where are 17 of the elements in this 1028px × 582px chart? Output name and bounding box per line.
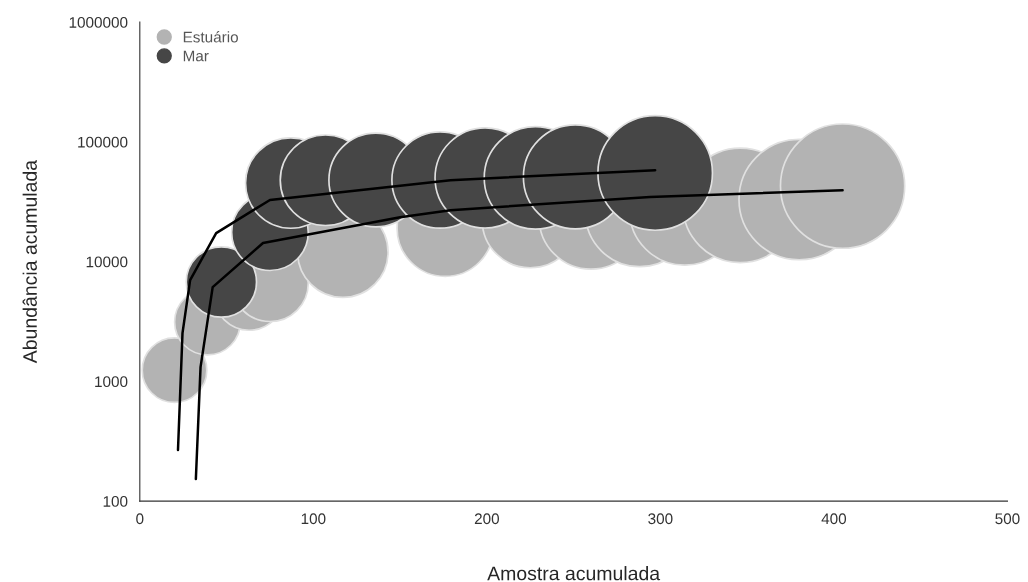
y-tick-label: 1000: [95, 376, 128, 388]
x-tick-label: 300: [648, 513, 673, 525]
legend-label: Mar: [183, 50, 209, 62]
y-tick-label: 100000: [78, 136, 128, 148]
line-series: [176, 168, 657, 452]
x-tick-label: 200: [474, 513, 500, 525]
y-tick-label: 100: [103, 495, 128, 507]
x-tick-label: 0: [136, 513, 144, 525]
x-tick-label: 100: [301, 513, 326, 525]
legend-label: Estuário: [183, 31, 238, 43]
y-tick-label: 1000000: [69, 16, 128, 28]
x-tick-label: 400: [821, 513, 847, 525]
line-series: [194, 188, 844, 481]
y-axis-title: Abundância acumulada: [22, 159, 37, 364]
y-tick-label: 10000: [86, 256, 128, 268]
x-axis-title: Amostra acumulada: [487, 566, 661, 581]
x-tick-label: 500: [995, 513, 1020, 525]
